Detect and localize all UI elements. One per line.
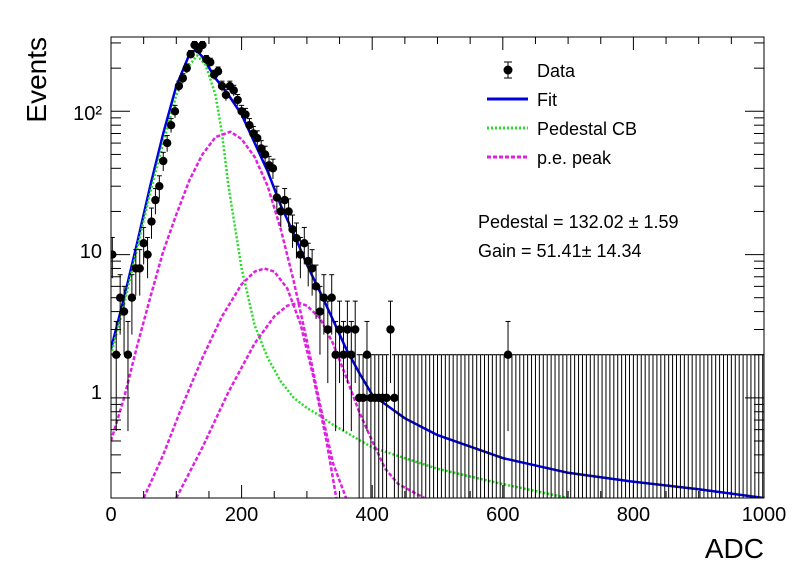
data-point [241, 110, 250, 119]
x-tick-label-400: 400 [356, 504, 389, 526]
legend-label-pe-peak: p.e. peak [537, 148, 612, 168]
x-axis-ticks [110, 37, 765, 498]
data-point [206, 58, 215, 67]
y-tick-label-100: 10² [73, 103, 102, 125]
data-point [288, 225, 297, 234]
legend-entry-pe-peak: p.e. peak [487, 148, 612, 168]
data-point [119, 307, 129, 316]
series-curve-p-e-peak [111, 130, 348, 498]
data-point [260, 150, 270, 159]
data-point [135, 264, 144, 273]
data-point [127, 293, 137, 302]
y-axis-title: Events [21, 37, 52, 123]
data-point [347, 350, 356, 359]
data-point [139, 239, 148, 248]
data-point [503, 350, 513, 359]
legend-label-data: Data [537, 61, 576, 81]
data-point [382, 393, 391, 403]
series-curve-pedestal-cb [111, 54, 569, 498]
data-point [386, 325, 395, 334]
legend-entry-data: Data [503, 61, 576, 81]
data-point [304, 256, 313, 266]
data-point [213, 67, 223, 76]
data-point [198, 40, 207, 50]
data-point [170, 107, 180, 116]
data-point [229, 86, 238, 95]
data-point [276, 207, 285, 216]
legend-entry-fit: Fit [487, 90, 557, 110]
x-tick-label-200: 200 [225, 504, 258, 526]
data-point [327, 293, 336, 302]
data-point [280, 195, 289, 205]
data-point [166, 120, 176, 130]
data-point [143, 250, 152, 259]
data-point [292, 234, 301, 243]
data-point [155, 182, 164, 191]
y-axis-ticks [111, 42, 764, 499]
data-point [307, 264, 317, 273]
data-point [182, 63, 191, 73]
gain-annotation: Gain = 51.41± 14.34 [478, 241, 642, 261]
data-point [217, 81, 227, 91]
series-curve-p-e-peak-2- [142, 267, 338, 498]
data-point [268, 164, 278, 173]
data-point [221, 90, 231, 100]
data-point [315, 307, 325, 316]
data-point [123, 350, 133, 359]
data-point [284, 207, 293, 216]
data-point [300, 239, 309, 248]
data-point [362, 350, 372, 359]
data-point [159, 156, 168, 166]
data-point [351, 325, 360, 334]
data-point [296, 250, 305, 259]
data-point [335, 325, 344, 334]
data-point [323, 325, 332, 334]
data-point [343, 325, 352, 334]
data-point [339, 350, 348, 359]
data-point [331, 350, 340, 359]
data-point [390, 393, 399, 403]
data-point [147, 217, 156, 226]
data-point [151, 195, 160, 205]
x-tick-label-0: 0 [105, 504, 116, 526]
x-tick-label-800: 800 [617, 504, 650, 526]
data-point [174, 81, 184, 91]
x-axis-title: ADC [705, 533, 764, 564]
data-points-layer [111, 40, 764, 498]
legend: Data Fit Pedestal CB p.e. peak [487, 61, 637, 168]
legend-entry-pedestal-cb: Pedestal CB [487, 119, 637, 139]
y-tick-label-1: 1 [91, 382, 102, 404]
data-point [245, 120, 254, 130]
data-point [311, 282, 321, 291]
pedestal-annotation: Pedestal = 132.02 ± 1.59 [478, 212, 679, 232]
data-point [186, 50, 195, 59]
data-point [358, 393, 368, 403]
data-point [319, 293, 329, 302]
data-point [272, 193, 282, 202]
data-point [162, 138, 172, 148]
y-tick-label-10: 10 [80, 241, 102, 263]
x-tick-label-600: 600 [486, 504, 519, 526]
data-point [233, 95, 242, 105]
legend-label-fit: Fit [537, 90, 557, 110]
x-tick-label-1000: 1000 [742, 504, 787, 526]
legend-label-pedestal-cb: Pedestal CB [537, 119, 637, 139]
data-point [178, 74, 188, 83]
